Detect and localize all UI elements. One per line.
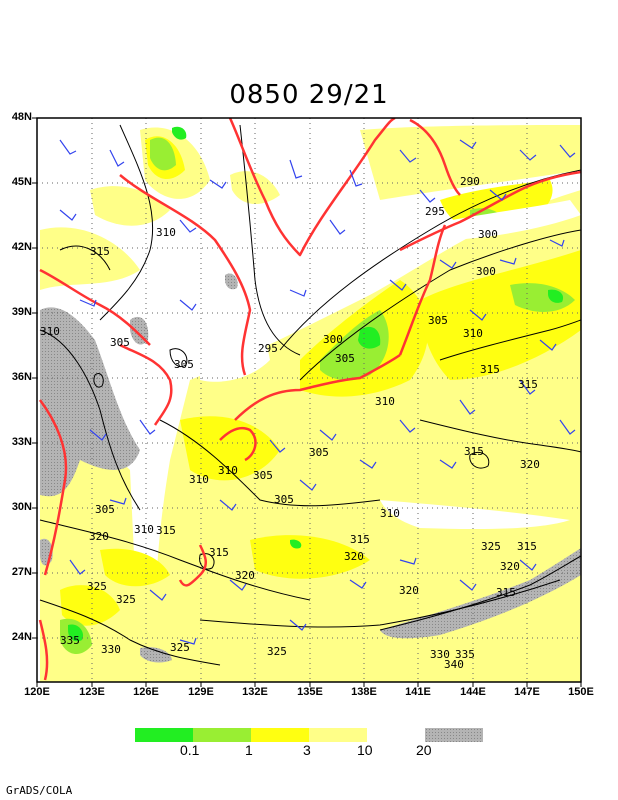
lat-label: 39N [11, 306, 32, 318]
lon-label: 138E [351, 686, 377, 698]
contour-label: 295 [258, 342, 278, 355]
legend-swatch-green [135, 728, 193, 742]
lat-label: 24N [11, 631, 32, 643]
contour-label: 305 [95, 503, 115, 516]
contour-label: 310 [380, 507, 400, 520]
contour-label: 320 [500, 560, 520, 573]
lat-label: 27N [11, 566, 32, 578]
axis-ticks [32, 117, 582, 687]
contour-label: 310 [134, 523, 154, 536]
no-precip-area [200, 200, 581, 530]
contour-label: 325 [116, 593, 136, 606]
map-title: 0850 29/21 [229, 80, 389, 110]
contour-label: 320 [399, 584, 419, 597]
contour-label: 305 [110, 336, 130, 349]
contour-label: 315 [350, 533, 370, 546]
theta-e-contours [39, 124, 581, 666]
contour-label: 310 [218, 464, 238, 477]
lat-label: 36N [11, 371, 32, 383]
contour-label: 315 [496, 586, 516, 599]
contour-labels: 290 295 300 300 310 315 305 305 310 295 … [40, 175, 540, 671]
contour-label: 300 [478, 228, 498, 241]
contour-label: 320 [520, 458, 540, 471]
contour-label: 305 [274, 493, 294, 506]
coastlines [38, 118, 581, 681]
legend-label: 20 [416, 742, 432, 758]
contour-label: 300 [476, 265, 496, 278]
legend-label: 10 [357, 742, 373, 758]
lon-label: 147E [514, 686, 540, 698]
contour-label: 340 [444, 658, 464, 671]
credit-text: GrADS/COLA [6, 784, 73, 797]
contour-label: 325 [267, 645, 287, 658]
lon-label: 141E [405, 686, 431, 698]
legend-swatch-lightgreen [193, 728, 251, 742]
contour-label: 315 [209, 546, 229, 559]
contour-label: 305 [253, 469, 273, 482]
contour-label: 305 [335, 352, 355, 365]
contour-label: 315 [517, 540, 537, 553]
legend-swatch-yellow [251, 728, 309, 742]
legend-label: 1 [245, 742, 253, 758]
lat-label: 30N [11, 501, 32, 513]
contour-label: 330 [430, 648, 450, 661]
legend-colorbar [135, 728, 483, 742]
contour-label: 310 [463, 327, 483, 340]
lon-label: 120E [24, 686, 50, 698]
lon-label: 132E [242, 686, 268, 698]
contour-label: 290 [460, 175, 480, 188]
precip-1-3-area [60, 136, 581, 626]
lat-label: 48N [11, 111, 32, 123]
contour-label: 315 [464, 445, 484, 458]
legend-label: 0.1 [180, 742, 200, 758]
contour-label: 335 [60, 634, 80, 647]
contour-label: 310 [40, 325, 60, 338]
contour-label: 305 [174, 358, 194, 371]
legend-label: 3 [303, 742, 311, 758]
contour-label: 315 [480, 363, 500, 376]
contour-label: 300 [323, 333, 343, 346]
contour-label: 310 [375, 395, 395, 408]
contour-label: 315 [156, 524, 176, 537]
contour-label: 320 [89, 530, 109, 543]
contour-label: 320 [344, 550, 364, 563]
contour-label: 315 [518, 378, 538, 391]
contour-label: 330 [101, 643, 121, 656]
lat-label: 33N [11, 436, 32, 448]
contour-label: 325 [87, 580, 107, 593]
contour-label: 310 [189, 473, 209, 486]
contour-label: 325 [170, 641, 190, 654]
legend-swatch-gray [425, 728, 483, 742]
contour-label: 315 [90, 245, 110, 258]
contour-label: 325 [481, 540, 501, 553]
wind-barbs [59, 139, 576, 645]
lon-label: 129E [188, 686, 214, 698]
lat-label: 42N [11, 241, 32, 253]
contour-label: 295 [425, 205, 445, 218]
lon-label: 150E [568, 686, 594, 698]
contour-label: 335 [455, 648, 475, 661]
legend-swatch-lightyellow [309, 728, 367, 742]
contour-label: 305 [309, 446, 329, 459]
lon-label: 123E [79, 686, 105, 698]
lat-label: 45N [11, 176, 32, 188]
plot-frame [36, 117, 582, 683]
lon-label: 135E [297, 686, 323, 698]
contour-label: 320 [235, 569, 255, 582]
contour-label: 310 [156, 226, 176, 239]
lon-label: 126E [133, 686, 159, 698]
contour-label: 305 [428, 314, 448, 327]
lon-label: 144E [460, 686, 486, 698]
